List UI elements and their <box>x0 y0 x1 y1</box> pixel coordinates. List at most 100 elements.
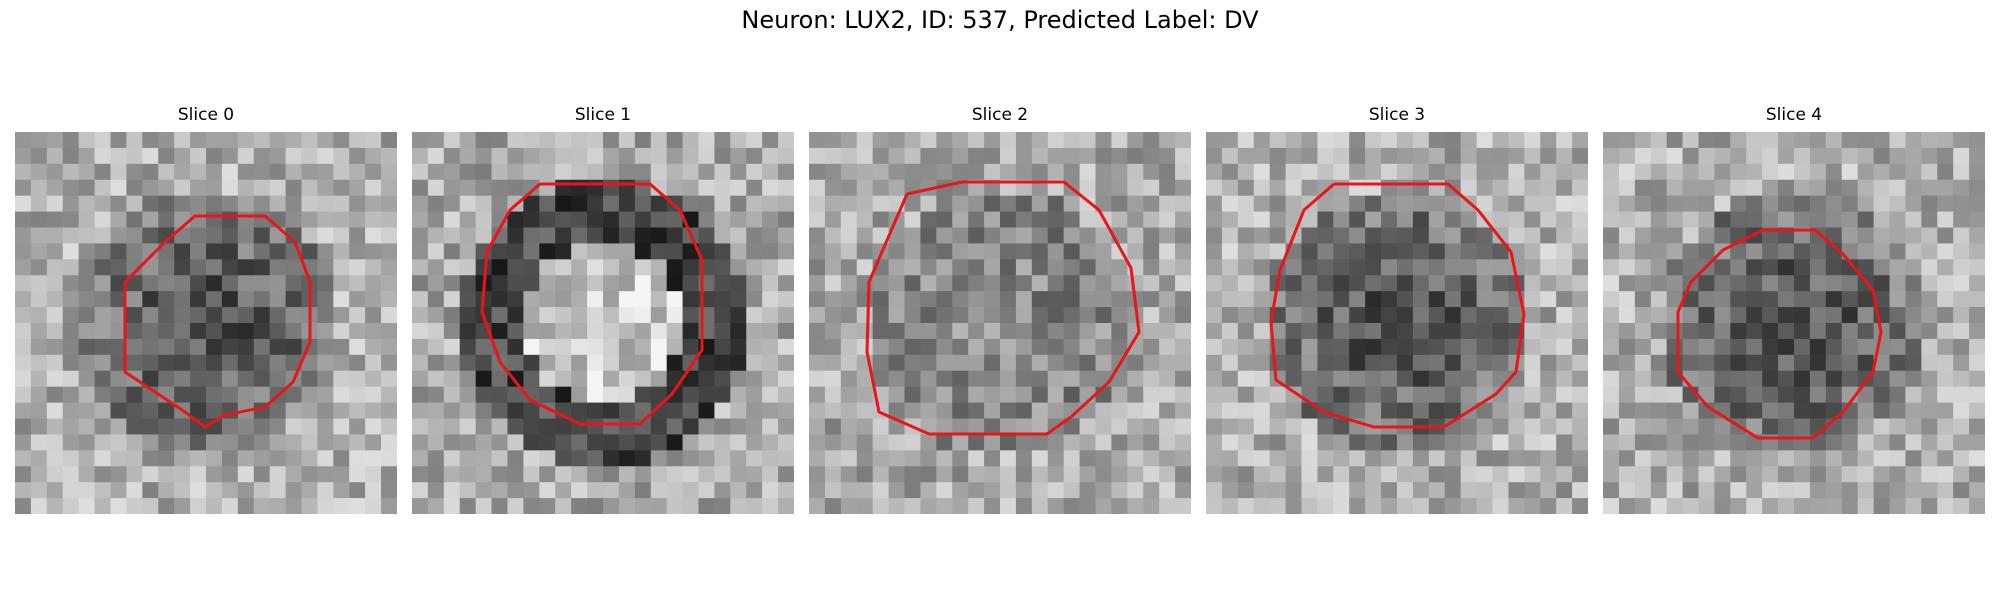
pixel <box>126 450 143 467</box>
pixel <box>1428 323 1446 340</box>
pixel <box>1079 275 1097 292</box>
pixel <box>809 338 826 356</box>
pixel <box>1762 402 1779 420</box>
pixel <box>1953 307 1970 324</box>
pixel <box>714 211 731 229</box>
pixel <box>1666 402 1684 420</box>
pixel <box>904 354 922 372</box>
pixel <box>1540 338 1557 356</box>
pixel <box>1175 259 1191 276</box>
pixel <box>46 386 64 404</box>
pixel <box>746 132 763 149</box>
pixel <box>1873 275 1891 292</box>
pixel <box>46 418 64 436</box>
pixel <box>301 418 319 436</box>
pixel <box>1095 434 1113 451</box>
pixel <box>1412 386 1430 404</box>
pixel <box>1682 195 1700 213</box>
pixel <box>1746 402 1763 420</box>
pixel <box>269 466 287 483</box>
pixel <box>1492 163 1510 181</box>
pixel <box>443 259 461 276</box>
pixel <box>1730 354 1747 372</box>
pixel <box>1634 323 1652 340</box>
pixel <box>1953 386 1970 404</box>
pixel <box>285 498 303 514</box>
pixel <box>1730 338 1747 356</box>
pixel <box>587 370 604 388</box>
pixel <box>1095 450 1113 467</box>
pixel <box>62 291 80 308</box>
pixel <box>1031 338 1049 356</box>
pixel <box>666 338 684 356</box>
pixel <box>94 291 112 308</box>
pixel <box>984 370 1001 388</box>
pixel <box>1111 179 1128 197</box>
pixel <box>1524 482 1541 499</box>
pixel <box>1953 323 1970 340</box>
pixel <box>1905 259 1922 276</box>
pixel <box>1428 195 1446 213</box>
pixel <box>650 466 668 483</box>
pixel <box>427 291 445 308</box>
pixel <box>1079 291 1097 308</box>
pixel <box>698 163 716 181</box>
pixel <box>920 466 937 483</box>
pixel <box>587 450 604 467</box>
pixel <box>491 243 509 260</box>
pixel <box>1603 370 1620 388</box>
pixel <box>1969 482 1985 499</box>
pixel <box>1317 275 1334 292</box>
pixel <box>94 259 112 276</box>
pixel <box>412 195 429 213</box>
pixel <box>1127 147 1144 165</box>
pixel <box>587 259 604 276</box>
pixel <box>936 450 953 467</box>
pixel <box>1047 291 1065 308</box>
pixel <box>1159 418 1176 436</box>
pixel <box>936 386 953 404</box>
pixel <box>1905 195 1922 213</box>
pixel <box>174 179 191 197</box>
pixel <box>94 482 112 499</box>
pixel <box>269 147 287 165</box>
pixel <box>1841 147 1859 165</box>
pixel <box>650 434 668 451</box>
pixel <box>1381 259 1398 276</box>
pixel <box>571 163 588 181</box>
pixel <box>650 132 668 149</box>
pixel <box>1746 132 1763 149</box>
pixel <box>778 243 794 260</box>
pixel <box>746 259 763 276</box>
pixel <box>253 227 271 245</box>
pixel <box>237 147 255 165</box>
pixel <box>62 418 80 436</box>
pixel <box>221 466 239 483</box>
pixel <box>824 434 842 451</box>
pixel <box>1809 450 1827 467</box>
pixel <box>158 402 175 420</box>
pixel <box>1349 498 1366 514</box>
pixel <box>158 243 175 260</box>
pixel <box>190 354 207 372</box>
pixel <box>427 370 445 388</box>
pixel <box>1079 227 1097 245</box>
pixel <box>1047 434 1065 451</box>
pixel <box>1269 354 1287 372</box>
pixel <box>46 450 64 467</box>
pixel <box>1634 418 1652 436</box>
pixel <box>1444 402 1462 420</box>
pixel <box>381 338 397 356</box>
pixel <box>1540 354 1557 372</box>
pixel <box>1937 402 1954 420</box>
pixel <box>1730 466 1747 483</box>
pixel <box>94 195 112 213</box>
pixel <box>1381 227 1398 245</box>
pixel <box>904 338 922 356</box>
pixel <box>1349 227 1366 245</box>
pixel <box>1778 163 1795 181</box>
pixel <box>1253 259 1271 276</box>
pixel <box>1492 307 1510 324</box>
pixel <box>1221 211 1239 229</box>
pixel <box>571 402 588 420</box>
